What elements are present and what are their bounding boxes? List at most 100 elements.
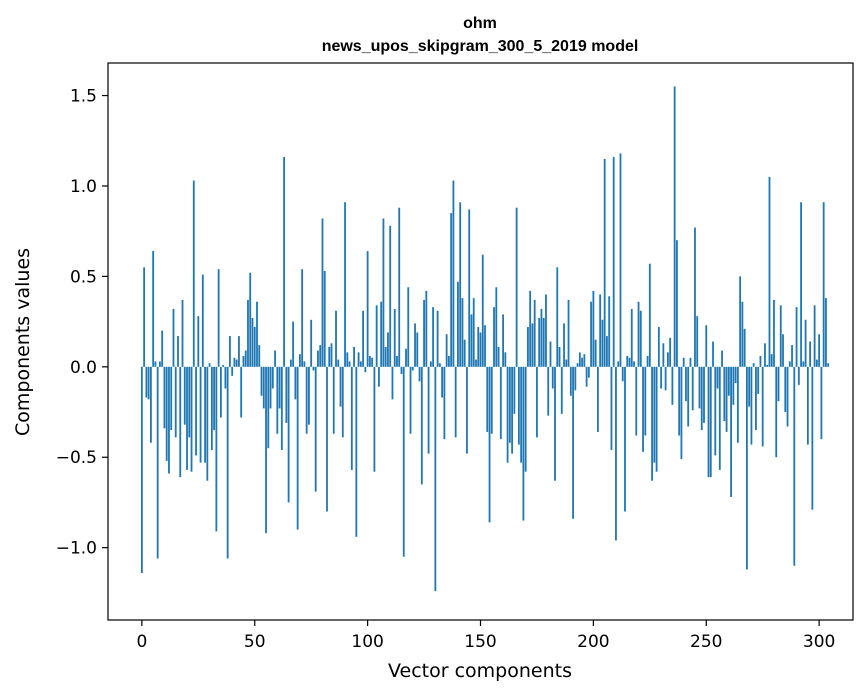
bar xyxy=(587,366,590,378)
bar xyxy=(745,366,748,570)
bar xyxy=(341,366,344,438)
bar xyxy=(802,361,805,367)
bar-series xyxy=(140,86,830,592)
bar xyxy=(181,299,184,367)
bar xyxy=(788,361,791,367)
bar xyxy=(669,337,672,367)
bar xyxy=(224,366,227,389)
bar xyxy=(527,327,529,367)
bar xyxy=(815,359,818,367)
bar xyxy=(240,366,243,418)
bar xyxy=(590,301,593,367)
bar xyxy=(628,357,631,367)
bar xyxy=(709,366,712,478)
bar xyxy=(463,339,466,367)
bar xyxy=(540,308,543,367)
bar xyxy=(486,366,489,432)
bar xyxy=(484,325,486,367)
bar xyxy=(314,366,317,492)
bar xyxy=(310,319,313,367)
bar xyxy=(233,357,236,367)
bar xyxy=(396,355,398,367)
bar xyxy=(154,361,157,367)
bar xyxy=(470,314,473,367)
bar xyxy=(174,366,177,438)
bar xyxy=(425,290,428,367)
bar xyxy=(655,366,658,472)
bar xyxy=(804,319,807,367)
bar xyxy=(806,366,809,445)
bar xyxy=(583,354,586,367)
bar xyxy=(301,269,304,367)
bar xyxy=(201,274,204,367)
bar xyxy=(791,345,793,367)
y-tick-label: −1.0 xyxy=(56,539,97,559)
bar xyxy=(330,343,333,367)
bar xyxy=(624,366,626,512)
bar xyxy=(149,366,152,443)
bar xyxy=(197,316,200,367)
bar xyxy=(696,316,699,367)
bar xyxy=(626,355,629,367)
bar xyxy=(549,341,552,367)
bar xyxy=(190,366,193,472)
bar xyxy=(572,366,574,519)
bar xyxy=(536,366,538,438)
bar xyxy=(436,310,439,367)
bar xyxy=(445,334,448,367)
bar xyxy=(353,346,355,367)
bar xyxy=(705,325,708,367)
bar xyxy=(172,308,175,367)
bar xyxy=(793,366,796,566)
bar xyxy=(576,363,579,367)
bar xyxy=(348,361,351,367)
bar xyxy=(183,366,186,425)
bar xyxy=(147,366,150,400)
bar xyxy=(718,366,721,470)
y-axis-ticks: −1.0 −0.5 0.0 0.5 1.0 1.5 xyxy=(56,87,108,559)
bar xyxy=(328,346,331,367)
bar xyxy=(159,361,161,367)
bar xyxy=(355,366,358,537)
bar xyxy=(723,366,726,422)
bar xyxy=(694,227,696,367)
bar xyxy=(515,207,518,367)
bar xyxy=(714,366,717,456)
bar xyxy=(382,218,385,367)
bar xyxy=(775,366,778,458)
bar xyxy=(378,366,380,387)
bar xyxy=(524,366,527,472)
bar xyxy=(554,366,556,481)
bar xyxy=(143,267,146,367)
bar xyxy=(664,366,667,391)
bar xyxy=(438,363,441,367)
bar xyxy=(156,366,159,559)
bar xyxy=(517,366,520,445)
x-tick-label: 50 xyxy=(244,632,266,652)
bar xyxy=(488,366,491,523)
bar xyxy=(321,218,324,367)
bar xyxy=(357,352,360,367)
bar xyxy=(186,366,188,470)
bar xyxy=(682,357,685,367)
bar xyxy=(795,307,798,367)
bar xyxy=(513,366,516,414)
bar xyxy=(337,359,340,367)
bar xyxy=(703,366,705,423)
bar xyxy=(274,350,276,367)
bar xyxy=(648,263,651,367)
y-tick-label: 1.5 xyxy=(70,87,97,107)
bar xyxy=(253,327,256,367)
bar xyxy=(292,321,295,367)
bar xyxy=(529,290,532,367)
y-axis-label: Components values xyxy=(12,248,34,436)
bar xyxy=(700,366,703,431)
bar xyxy=(195,366,197,456)
bar xyxy=(251,317,254,367)
bar xyxy=(698,366,701,409)
x-axis-label: Vector components xyxy=(388,660,572,682)
bar xyxy=(820,366,823,440)
bar xyxy=(490,366,493,434)
bar xyxy=(312,366,315,371)
bar xyxy=(603,158,606,367)
